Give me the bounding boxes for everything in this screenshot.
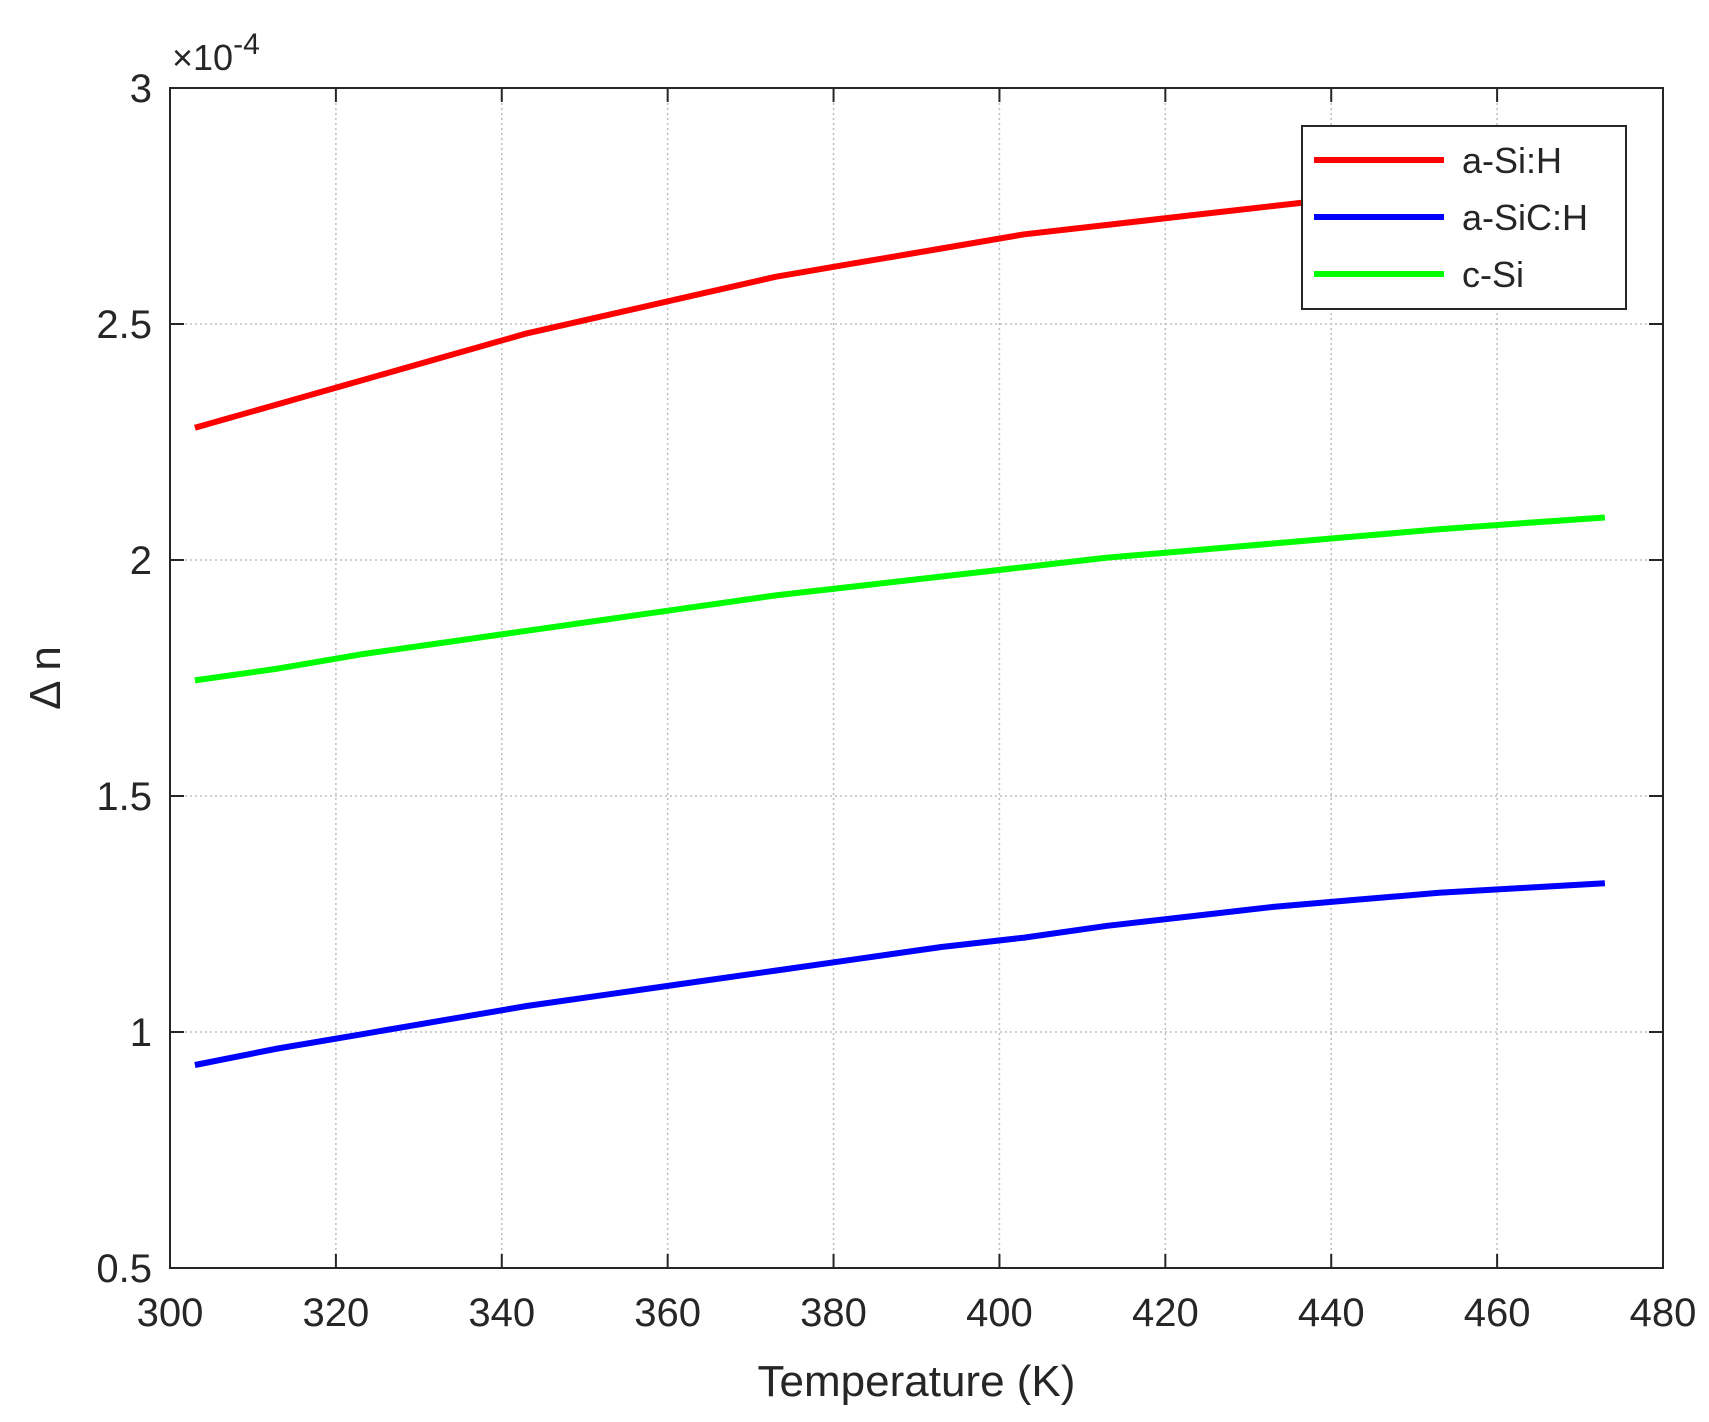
axes-box [169,87,1664,1269]
x-tick-label: 360 [634,1291,701,1335]
y-exponent-label: ×10-4 [172,28,260,78]
legend-label: c-Si [1462,254,1524,295]
x-axis-label: Temperature (K) [758,1357,1076,1406]
legend-label: a-SiC:H [1462,197,1588,238]
x-tick-label: 320 [303,1291,370,1335]
y-tick-label: 3 [130,67,152,111]
x-tick-label: 340 [468,1291,535,1335]
y-multiplier: ×10 [172,37,233,78]
x-tick-label: 440 [1298,1291,1365,1335]
y-axis-label: Δ n [21,646,70,710]
x-tick-label: 380 [800,1291,867,1335]
y-exponent: -4 [233,28,260,61]
y-tick-label: 1.5 [96,775,152,819]
x-tick-label: 300 [137,1291,204,1335]
y-tick-label: 2.5 [96,303,152,347]
x-tick-label: 400 [966,1291,1033,1335]
x-tick-label: 480 [1630,1291,1697,1335]
series-line-a-sic-h [194,880,1606,1068]
y-tick-label: 1 [130,1011,152,1055]
x-tick-label: 460 [1464,1291,1531,1335]
y-tick-label: 0.5 [96,1247,152,1291]
x-tick-label: 420 [1132,1291,1199,1335]
legend-label: a-Si:H [1462,140,1562,181]
series-line-c-si [194,514,1606,684]
axes: 300 320 340 360 380 400 420 440 460 480 0.5 1 1.5 2 2.… [21,28,1696,1406]
legend: a-Si:H a-SiC:H c-Si [1301,125,1627,310]
y-tick-label: 2 [130,539,152,583]
